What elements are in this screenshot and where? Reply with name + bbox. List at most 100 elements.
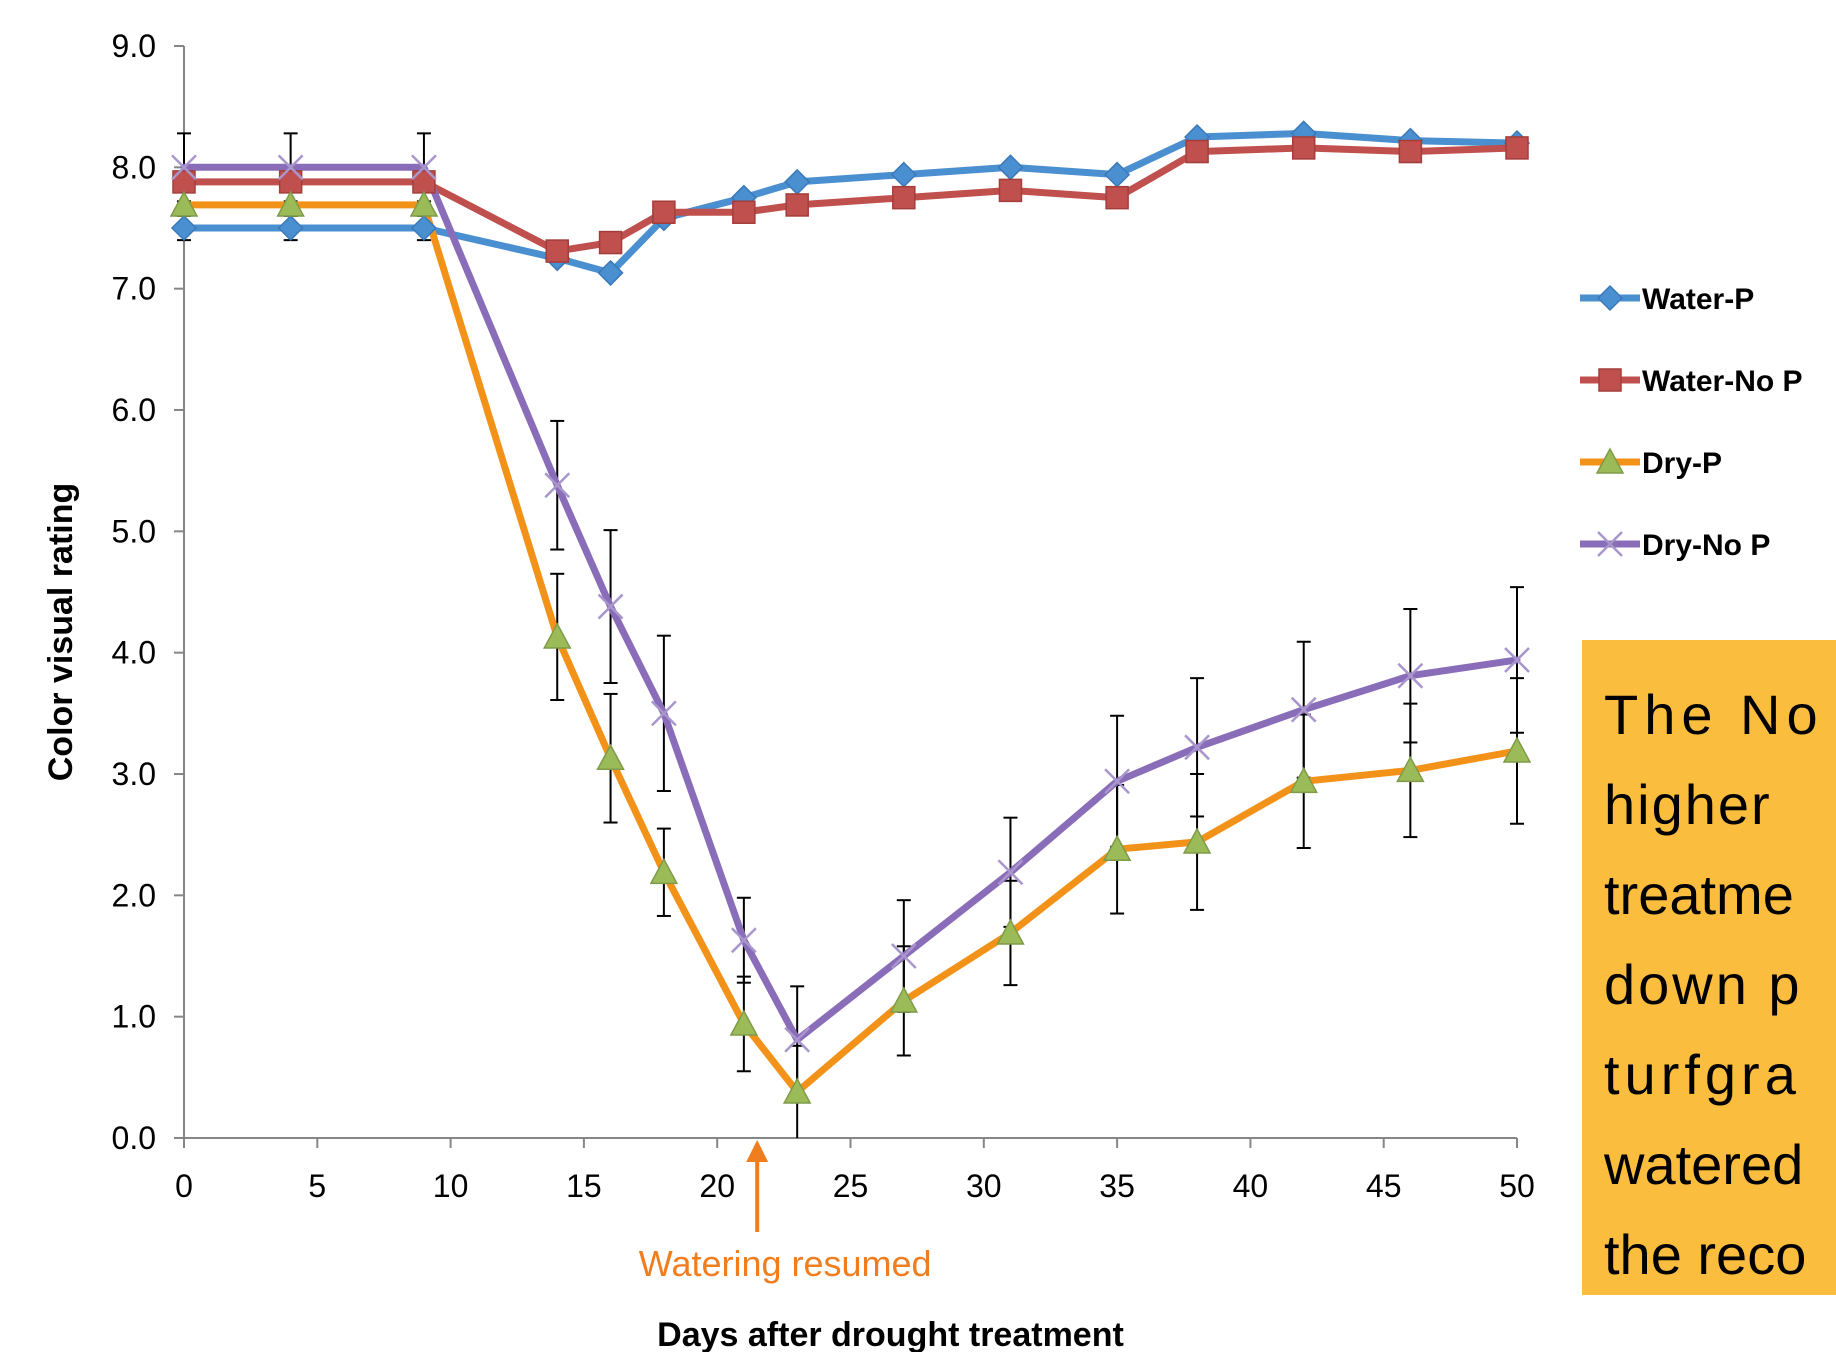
x-tick-label: 20 [699, 1168, 735, 1204]
data-point [1105, 185, 1129, 210]
data-point [544, 472, 571, 499]
data-point [411, 154, 437, 181]
data-point [409, 190, 439, 217]
legend-swatch-marker [1598, 368, 1622, 392]
data-point [277, 154, 304, 181]
data-point [730, 927, 757, 954]
data-point [1505, 136, 1529, 160]
data-point [596, 743, 625, 771]
legend: Water-P Water-No P Dry-P Dry-No P [1580, 283, 1803, 562]
legend-label: Water-P [1642, 283, 1754, 316]
y-tick-label: 2.0 [112, 877, 156, 913]
y-tick-label: 3.0 [112, 756, 156, 792]
data-point [1104, 161, 1131, 188]
x-tick-label: 0 [175, 1168, 193, 1204]
data-point [1502, 736, 1532, 763]
note-box: The No higher treatme down p turfgra wat… [1582, 640, 1836, 1295]
data-point [1289, 766, 1318, 794]
data-point [542, 622, 572, 649]
data-point [997, 859, 1024, 886]
y-tick-label: 7.0 [112, 271, 156, 307]
note-line: the reco [1604, 1223, 1807, 1286]
data-point [1290, 696, 1317, 723]
y-tick-label: 8.0 [112, 149, 156, 185]
series-markers [169, 120, 1532, 1104]
data-point [597, 259, 624, 286]
annotation-text: Watering resumed [639, 1243, 932, 1284]
data-point [1182, 827, 1212, 854]
data-point [892, 185, 916, 210]
y-tick-label: 0.0 [112, 1120, 156, 1156]
legend-swatch-marker [1596, 284, 1624, 312]
y-axis-title: Color visual rating [42, 483, 80, 782]
data-point [1396, 755, 1425, 783]
x-tick-label: 30 [966, 1168, 1002, 1204]
data-point [1102, 834, 1132, 862]
note-line: The No [1604, 683, 1824, 746]
data-point [1184, 734, 1210, 761]
data-point [598, 230, 623, 255]
series-lines [180, 129, 1521, 1096]
series-line-water-no-p [180, 144, 1521, 255]
x-tick-label: 40 [1233, 1168, 1269, 1204]
data-point [784, 1026, 811, 1053]
data-point [998, 178, 1023, 203]
error-bars [177, 132, 1524, 1138]
data-point [1104, 768, 1130, 795]
data-point [996, 918, 1025, 945]
x-tick-label: 15 [566, 1168, 602, 1204]
watering-annotation: Watering resumed [639, 1140, 932, 1284]
axes: 0.0 1.0 2.0 3.0 4.0 5.0 6.0 7.0 8.0 9.0 0 5 10 15 20 25… [42, 28, 1535, 1352]
legend-swatch-marker [1597, 531, 1623, 557]
data-point [650, 700, 677, 727]
data-point [732, 200, 756, 224]
legend-label: Dry-No P [1642, 529, 1770, 562]
data-point [784, 168, 811, 195]
note-line: higher [1604, 773, 1772, 836]
x-tick-label: 45 [1366, 1168, 1402, 1204]
note-line: down p [1604, 953, 1803, 1016]
x-tick-label: 5 [308, 1168, 326, 1204]
y-tick-label: 1.0 [112, 999, 156, 1035]
x-tick-label: 50 [1499, 1168, 1535, 1204]
note-line: treatme [1604, 863, 1794, 926]
data-point [170, 214, 198, 242]
data-point [597, 593, 624, 620]
y-tick-label: 9.0 [112, 28, 156, 64]
note-line: watered [1604, 1133, 1804, 1196]
note-line: turfgra [1604, 1043, 1801, 1106]
x-axis-title: Days after drought treatment [657, 1316, 1124, 1352]
data-point [1504, 647, 1530, 673]
data-point [1185, 139, 1209, 164]
data-point [276, 190, 305, 217]
data-point [729, 1009, 759, 1036]
data-point [171, 154, 197, 181]
data-point [277, 214, 304, 242]
legend-label: Dry-P [1642, 447, 1722, 480]
x-tick-label: 10 [433, 1168, 469, 1204]
data-point [410, 214, 438, 242]
legend-label: Water-No P [1642, 365, 1803, 398]
data-point [890, 161, 917, 188]
y-tick-label: 5.0 [112, 513, 156, 549]
data-point [649, 857, 679, 885]
y-tick-label: 4.0 [112, 635, 156, 671]
data-point [890, 943, 917, 969]
legend-swatch-marker [1595, 447, 1625, 474]
data-point [782, 1077, 812, 1104]
x-tick-label: 25 [833, 1168, 869, 1204]
data-point [889, 986, 919, 1013]
data-point [545, 239, 569, 263]
data-point [1398, 139, 1423, 164]
data-point [785, 193, 809, 217]
y-tick-label: 6.0 [112, 392, 156, 428]
annotation-arrow-head [746, 1140, 769, 1162]
data-point [652, 200, 676, 224]
series-line-dry-no-p [180, 163, 1521, 1044]
note-text: The No higher treatme down p turfgra wat… [1604, 670, 1836, 1295]
series-line-dry-p [180, 201, 1521, 1096]
x-tick-label: 35 [1099, 1168, 1135, 1204]
data-point [997, 154, 1024, 181]
data-point [1397, 662, 1424, 689]
